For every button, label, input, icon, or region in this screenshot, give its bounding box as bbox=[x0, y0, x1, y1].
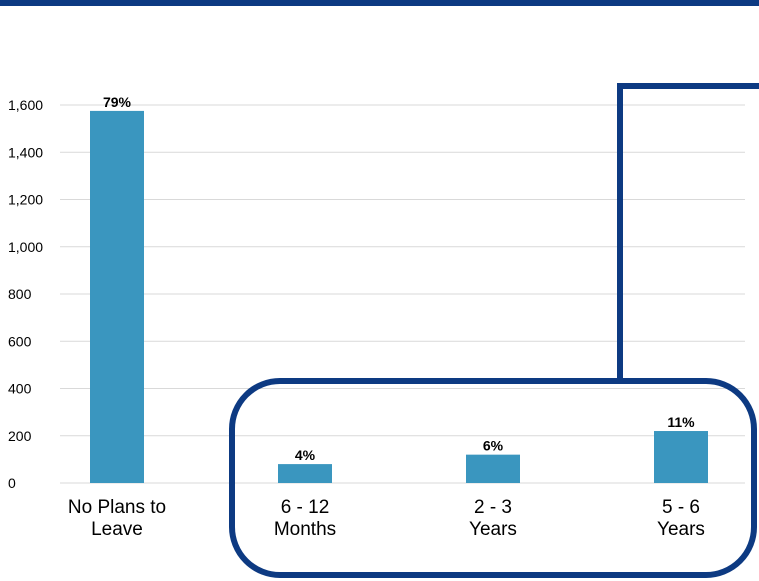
bar bbox=[278, 464, 332, 483]
data-label: 79% bbox=[103, 94, 132, 110]
y-tick-label: 1,200 bbox=[8, 192, 43, 208]
y-tick-label: 800 bbox=[8, 286, 32, 302]
x-category-label: 6 - 12 bbox=[281, 497, 330, 518]
bar bbox=[466, 454, 520, 483]
x-category-label: No Plans to bbox=[68, 497, 166, 518]
callout-connector bbox=[617, 83, 759, 380]
data-label: 6% bbox=[483, 438, 504, 454]
data-label: 4% bbox=[295, 447, 316, 463]
y-tick-label: 600 bbox=[8, 333, 32, 349]
x-category-label: 5 - 6 bbox=[662, 497, 700, 518]
x-category-label: Years bbox=[469, 519, 517, 540]
y-tick-label: 200 bbox=[8, 428, 32, 444]
y-tick-label: 400 bbox=[8, 381, 32, 397]
y-tick-label: 1,000 bbox=[8, 239, 43, 255]
y-tick-label: 0 bbox=[8, 475, 16, 491]
bar bbox=[90, 110, 144, 483]
y-tick-label: 1,400 bbox=[8, 144, 43, 160]
x-category-label: Years bbox=[657, 519, 705, 540]
bar bbox=[654, 431, 708, 483]
y-tick-label: 1,600 bbox=[8, 97, 43, 113]
x-category-label: 2 - 3 bbox=[474, 497, 512, 518]
x-category-label: Leave bbox=[91, 519, 143, 540]
top-accent-band bbox=[0, 0, 759, 6]
x-category-label: Months bbox=[274, 519, 336, 540]
highlight-box bbox=[229, 378, 757, 578]
data-label: 11% bbox=[667, 414, 695, 430]
